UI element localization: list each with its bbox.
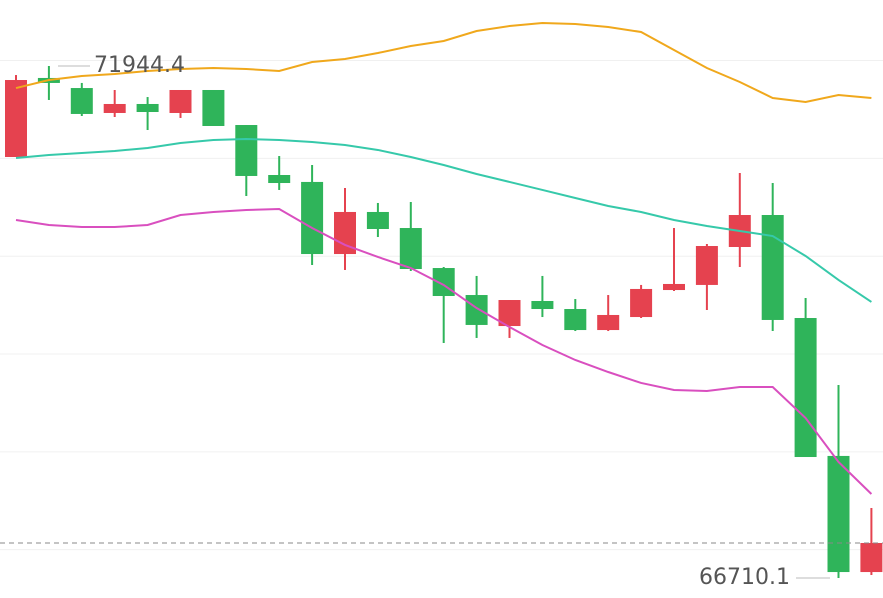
candle-body	[695, 246, 718, 285]
candle-body	[136, 103, 159, 113]
candle-body	[103, 103, 126, 113]
candle-body	[70, 88, 93, 114]
candle-body	[169, 89, 192, 113]
candle-body	[827, 455, 850, 573]
candle-body	[761, 215, 784, 320]
candle-body	[301, 181, 324, 255]
candle-body	[5, 80, 27, 158]
moving-average-line	[15, 138, 872, 303]
candle-body	[399, 228, 422, 270]
candle-body	[498, 300, 521, 327]
candle-body	[268, 174, 291, 184]
moving-average-line	[15, 21, 872, 104]
high-label: 71944.4	[94, 53, 185, 78]
candle-body	[597, 314, 620, 331]
candle-body	[564, 309, 587, 331]
candle-body	[202, 89, 225, 126]
moving-average-line	[15, 208, 873, 495]
candle-body	[531, 300, 554, 310]
candle-body	[860, 542, 883, 573]
candle-body	[663, 283, 685, 291]
candle-body	[465, 295, 488, 325]
candle-body	[235, 125, 258, 176]
candle-body	[334, 211, 356, 255]
candle-body	[794, 318, 817, 458]
candle-body	[630, 288, 653, 318]
low-label: 66710.1	[699, 565, 790, 590]
candle-body	[366, 211, 389, 229]
